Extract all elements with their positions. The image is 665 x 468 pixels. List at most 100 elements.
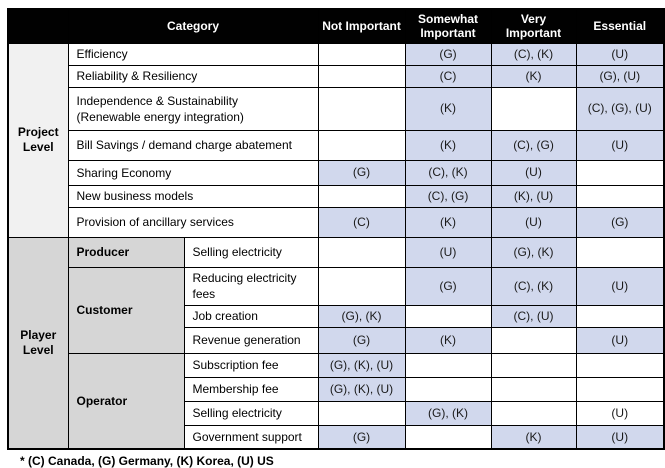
category-cell: Efficiency xyxy=(67,42,319,66)
rating-cell xyxy=(404,424,492,450)
table-row: Project Level Efficiency (G) (C), (K) (U… xyxy=(7,42,665,238)
rating-cell: (U) xyxy=(575,400,665,426)
rating-cell: (K) xyxy=(404,326,492,354)
rating-cell: (G), (K), (U) xyxy=(317,376,406,402)
header-row: Category Not Important Somewhat Importan… xyxy=(7,8,665,44)
rating-cell xyxy=(317,42,406,66)
category-cell: New business models xyxy=(67,184,319,208)
rating-cell xyxy=(490,352,577,378)
activity-cell: Job creation xyxy=(183,304,319,328)
project-level-label: Project Level xyxy=(7,42,69,238)
rating-cell: (C), (K) xyxy=(404,159,492,186)
rating-cell xyxy=(490,376,577,402)
rating-cell xyxy=(575,236,665,268)
activity-cell: Subscription fee xyxy=(183,352,319,378)
rating-cell: (U) xyxy=(575,326,665,354)
activity-cell: Selling electricity xyxy=(183,236,319,268)
activity-cell: Selling electricity xyxy=(183,400,319,426)
rating-cell: (G), (K) xyxy=(490,236,577,268)
importance-matrix-table: Category Not Important Somewhat Importan… xyxy=(7,8,665,451)
activity-cell: Membership fee xyxy=(183,376,319,402)
rating-cell xyxy=(490,400,577,426)
table-row: Operator Subscription fee (G), (K), (U) xyxy=(8,352,665,450)
rating-cell: (U) xyxy=(404,236,492,268)
rating-cell: (G), (K) xyxy=(317,304,406,328)
rating-cell: (K) xyxy=(490,424,577,450)
rating-cell: (G) xyxy=(317,159,406,186)
rating-cell: (G) xyxy=(404,42,492,66)
rating-cell: (C), (K) xyxy=(490,42,577,66)
table-row: Revenue generation (G) (K) (U) xyxy=(8,326,665,354)
rating-cell: (C), (U) xyxy=(490,304,577,328)
rating-cell: (K) xyxy=(404,86,492,131)
rating-cell xyxy=(317,86,406,131)
rating-cell xyxy=(404,376,492,402)
rating-cell: (C), (G) xyxy=(490,129,577,161)
rating-cell: (C) xyxy=(317,206,406,238)
category-cell: Provision of ancillary services xyxy=(67,206,319,238)
activity-cell: Revenue generation xyxy=(183,326,319,354)
rating-cell xyxy=(575,376,665,402)
table-row: Government support (G) (K) (U) xyxy=(8,424,665,450)
rating-cell xyxy=(490,326,577,354)
rating-cell xyxy=(490,86,577,131)
rating-cell: (C), (K) xyxy=(490,266,577,306)
category-cell: Independence & Sustainability (Renewable… xyxy=(67,86,319,131)
rating-cell: (U) xyxy=(575,266,665,306)
rating-cell: (U) xyxy=(575,42,665,66)
rating-cell xyxy=(404,304,492,328)
table-row: Customer Reducing electricity fees (G) (… xyxy=(8,266,665,354)
rating-cell: (U) xyxy=(490,206,577,238)
table-row: Membership fee (G), (K), (U) xyxy=(8,376,665,402)
table-row: Provision of ancillary services (C) (K) … xyxy=(8,206,665,238)
column-header-very-important: Very Important xyxy=(490,8,577,44)
table-row: Independence & Sustainability (Renewable… xyxy=(8,86,665,131)
rating-cell: (C), (G) xyxy=(404,184,492,208)
activity-cell: Government support xyxy=(183,424,319,450)
category-cell: Bill Savings / demand charge abatement xyxy=(67,129,319,161)
rating-cell xyxy=(317,64,406,88)
rating-cell: (U) xyxy=(490,159,577,186)
rating-cell xyxy=(575,304,665,328)
rating-cell xyxy=(575,159,665,186)
table-row: Reliability & Resiliency (C) (K) (G), (U… xyxy=(8,64,665,88)
column-header-somewhat-important: Somewhat Important xyxy=(404,8,492,44)
table-row: Selling electricity (G), (K) (U) xyxy=(8,400,665,426)
category-cell: Sharing Economy xyxy=(67,159,319,186)
rating-cell: (G), (U) xyxy=(575,64,665,88)
rating-cell: (G) xyxy=(317,326,406,354)
rating-cell: (K), (U) xyxy=(490,184,577,208)
rating-cell: (G) xyxy=(404,266,492,306)
rating-cell: (K) xyxy=(404,206,492,238)
rating-cell: (C) xyxy=(404,64,492,88)
rating-cell: (G), (K), (U) xyxy=(317,352,406,378)
table-row: Job creation (G), (K) (C), (U) xyxy=(8,304,665,328)
rating-cell xyxy=(575,352,665,378)
rating-cell xyxy=(317,236,406,268)
column-header-not-important: Not Important xyxy=(317,8,406,44)
activity-cell: Reducing electricity fees xyxy=(183,266,319,306)
table-row: New business models (C), (G) (K), (U) xyxy=(8,184,665,208)
rating-cell: (K) xyxy=(490,64,577,88)
group-cell-operator: Operator xyxy=(67,352,185,450)
column-header-essential: Essential xyxy=(575,8,665,44)
rating-cell: (K) xyxy=(404,129,492,161)
country-legend-footnote: * (C) Canada, (G) Germany, (K) Korea, (U… xyxy=(20,454,274,468)
table-row: Sharing Economy (G) (C), (K) (U) xyxy=(8,159,665,186)
table-row: Player Level Producer Selling electricit… xyxy=(7,236,665,450)
category-cell: Reliability & Resiliency xyxy=(67,64,319,88)
rating-cell: (U) xyxy=(575,129,665,161)
group-cell-customer: Customer xyxy=(67,266,185,354)
rating-cell: (G) xyxy=(575,206,665,238)
rating-cell xyxy=(317,129,406,161)
rating-cell: (G), (K) xyxy=(404,400,492,426)
rating-cell xyxy=(317,266,406,306)
rating-cell xyxy=(404,352,492,378)
rating-cell xyxy=(317,184,406,208)
column-header-category: Category xyxy=(67,8,319,44)
rating-cell: (G) xyxy=(317,424,406,450)
rating-cell xyxy=(575,184,665,208)
rating-cell xyxy=(317,400,406,426)
group-cell-producer: Producer xyxy=(67,236,185,268)
